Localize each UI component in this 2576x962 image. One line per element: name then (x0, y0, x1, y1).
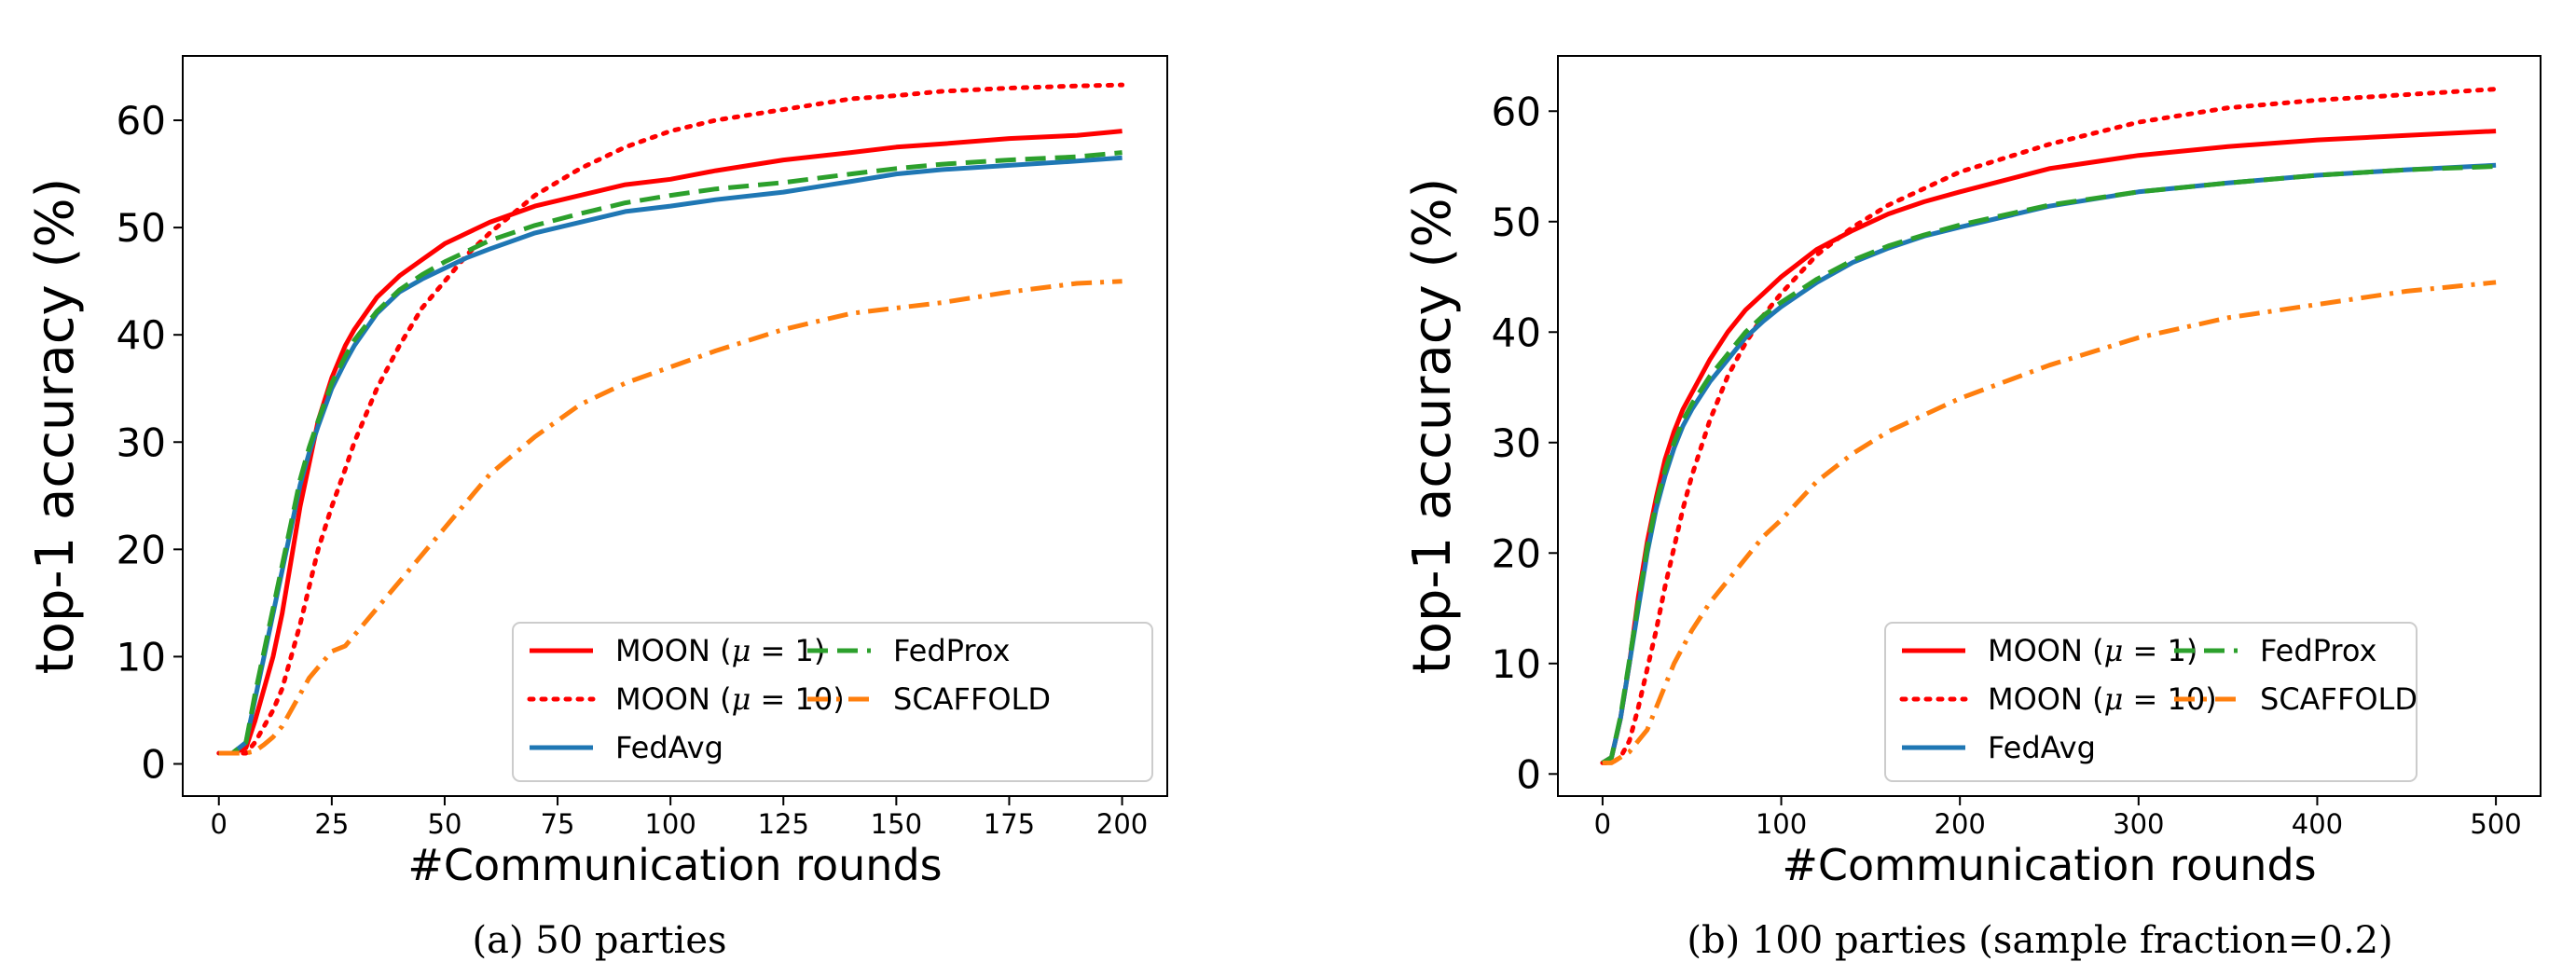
legend: MOON (μ = 1) MOON (μ = 10) FedAvg FedProx SC… (512, 622, 1153, 782)
x-tick-label: 50 (428, 808, 462, 840)
x-tick-label: 200 (1096, 808, 1148, 840)
legend-label-fedprox: FedProx (893, 633, 1010, 668)
y-tick-label: 60 (1492, 89, 1541, 134)
figure-caption: (a) 50 parties (472, 919, 726, 962)
legend-label-moon-10: MOON (μ = 10) (615, 681, 845, 718)
legend-label-fedprox: FedProx (2260, 633, 2376, 668)
legend: MOON (μ = 1) MOON (μ = 10) FedAvg FedProx SC… (1884, 622, 2418, 782)
legend-label-scaffold: SCAFFOLD (893, 681, 1051, 717)
x-tick-label: 125 (758, 808, 809, 840)
legend-label-moon-10: MOON (μ = 10) (1988, 681, 2217, 718)
y-tick-label: 30 (117, 419, 166, 465)
series-line-scaffold (218, 279, 1123, 756)
x-axis-label: #Communication rounds (407, 840, 942, 890)
y-tick-label: 40 (117, 312, 166, 358)
y-tick-label: 40 (1492, 309, 1541, 355)
series-line-fedavg (218, 155, 1123, 756)
y-tick-label: 60 (117, 98, 166, 144)
x-tick-label: 175 (984, 808, 1035, 840)
y-tick-label: 30 (1492, 420, 1541, 466)
series-line-moon-10 (216, 82, 1125, 756)
x-tick-label: 100 (1756, 808, 1807, 840)
chart-a: 0 25 50 75 100 125 150 175 200 0 10 20 30 40 50 60 #Comm… (25, 55, 1168, 962)
legend-label-fedavg: FedAvg (1988, 730, 2096, 765)
legend-label-fedavg: FedAvg (615, 730, 723, 765)
y-tick-label: 0 (1516, 751, 1541, 797)
y-tick-label: 20 (117, 527, 166, 572)
figure-caption: (b) 100 parties (sample fraction=0.2) (1687, 919, 2392, 962)
x-tick-label: 0 (211, 808, 227, 840)
y-tick-label: 20 (1492, 530, 1541, 576)
x-tick-label: 0 (1594, 808, 1611, 840)
legend-label-scaffold: SCAFFOLD (2260, 681, 2418, 717)
series-line-fedprox (1601, 164, 2497, 765)
y-axis-label: top-1 accuracy (%) (1402, 178, 1463, 675)
x-tick-label: 150 (871, 808, 922, 840)
series-line-moon-1 (218, 129, 1123, 756)
y-tick-label: 50 (1492, 199, 1541, 245)
x-axis-label: #Communication rounds (1782, 840, 2316, 890)
legend-label-moon-1: MOON (μ = 1) (615, 633, 825, 669)
y-tick-label: 0 (141, 741, 166, 787)
x-tick-label: 100 (644, 808, 696, 840)
plot-frame (182, 55, 1168, 797)
series-line-scaffold (1602, 280, 2497, 765)
x-tick-label: 200 (1935, 808, 1986, 840)
x-tick-label: 500 (2470, 808, 2521, 840)
series-line-moon-10 (1600, 87, 2499, 765)
legend-box (512, 622, 1153, 782)
x-tick-label: 400 (2292, 808, 2343, 840)
legend-label-moon-1: MOON (μ = 1) (1988, 633, 2197, 669)
plot-frame (1557, 55, 2542, 797)
x-tick-label: 75 (541, 808, 575, 840)
x-tick-label: 25 (314, 808, 349, 840)
series-group (1600, 87, 2499, 765)
y-axis-label: top-1 accuracy (%) (25, 178, 86, 675)
x-tick-label: 300 (2113, 808, 2164, 840)
y-tick-label: 10 (1492, 641, 1541, 687)
legend-box (1884, 622, 2418, 782)
y-tick-label: 50 (117, 205, 166, 251)
y-tick-label: 10 (117, 634, 166, 680)
chart-b: 0 100 200 300 400 500 0 10 20 30 40 50 60 #Communicat… (1402, 55, 2542, 962)
series-group (216, 82, 1125, 756)
